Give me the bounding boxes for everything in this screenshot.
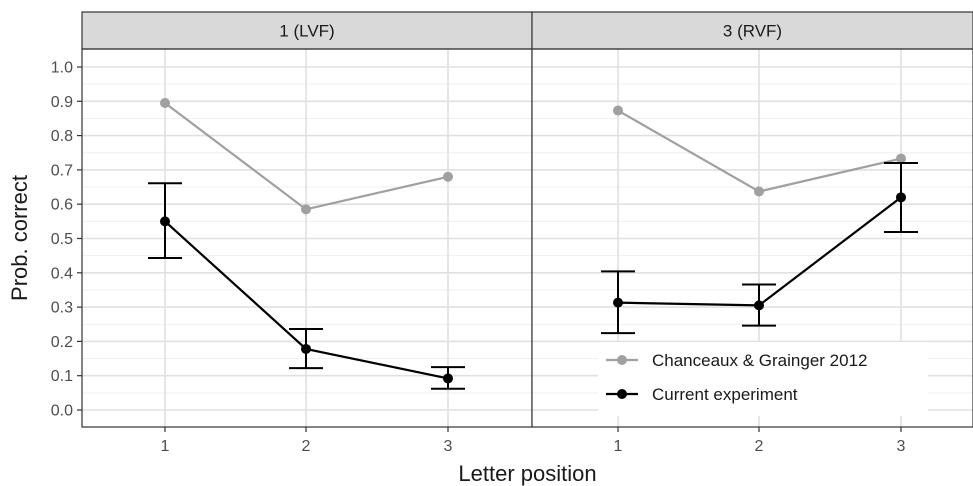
series-current-experiment — [601, 162, 918, 335]
legend: Chanceaux & Grainger 2012 Current experim… — [598, 342, 928, 416]
x-axis-title: Letter position — [458, 461, 596, 486]
series-current-experiment — [148, 182, 465, 390]
data-point — [613, 105, 623, 116]
series-chanceaux-grainger — [613, 105, 906, 197]
y-tick-label: 1.0 — [51, 60, 73, 77]
y-tick-label: 0.3 — [51, 300, 73, 317]
series-chanceaux-grainger — [160, 98, 453, 215]
legend-background — [598, 342, 928, 416]
y-axis-title: Prob. correct — [7, 175, 32, 301]
data-point — [896, 153, 906, 164]
data-point — [301, 204, 311, 215]
x-tick-label: 3 — [444, 438, 453, 455]
data-point — [613, 297, 623, 308]
y-tick-label: 0.9 — [51, 94, 73, 111]
legend-label: Current experiment — [652, 385, 798, 404]
legend-item-current-experiment: Current experiment — [606, 385, 798, 404]
data-point — [160, 98, 170, 109]
y-tick-label: 0.8 — [51, 128, 73, 145]
data-point — [754, 186, 764, 197]
legend-key-point — [617, 389, 627, 399]
x-tick-label: 1 — [614, 438, 623, 455]
panel-border — [531, 48, 973, 428]
y-tick-label: 0.1 — [51, 368, 73, 385]
x-tick-label: 3 — [897, 438, 906, 455]
strip-label: 1 (LVF) — [279, 22, 334, 41]
legend-label: Chanceaux & Grainger 2012 — [652, 351, 867, 370]
y-tick-label: 0.7 — [51, 162, 73, 179]
strip-label: 3 (RVF) — [723, 22, 782, 41]
x-tick-label: 1 — [161, 438, 170, 455]
x-tick-label: 2 — [302, 438, 311, 455]
x-tick-label: 2 — [755, 438, 764, 455]
data-point — [754, 300, 764, 311]
y-tick-label: 0.4 — [51, 265, 73, 282]
y-tick-label: 0.0 — [51, 403, 73, 420]
y-tick-label: 0.2 — [51, 334, 73, 351]
y-tick-label: 0.5 — [51, 231, 73, 248]
panel-1: 1 (LVF) 1 2 3 — [81, 11, 533, 455]
data-point — [443, 373, 453, 384]
y-tick-label: 0.6 — [51, 197, 73, 214]
legend-item-chanceaux-grainger: Chanceaux & Grainger 2012 — [606, 351, 867, 370]
data-point — [443, 171, 453, 182]
data-point — [896, 192, 906, 203]
legend-key-point — [617, 355, 627, 365]
data-point — [301, 343, 311, 354]
data-point — [160, 216, 170, 227]
